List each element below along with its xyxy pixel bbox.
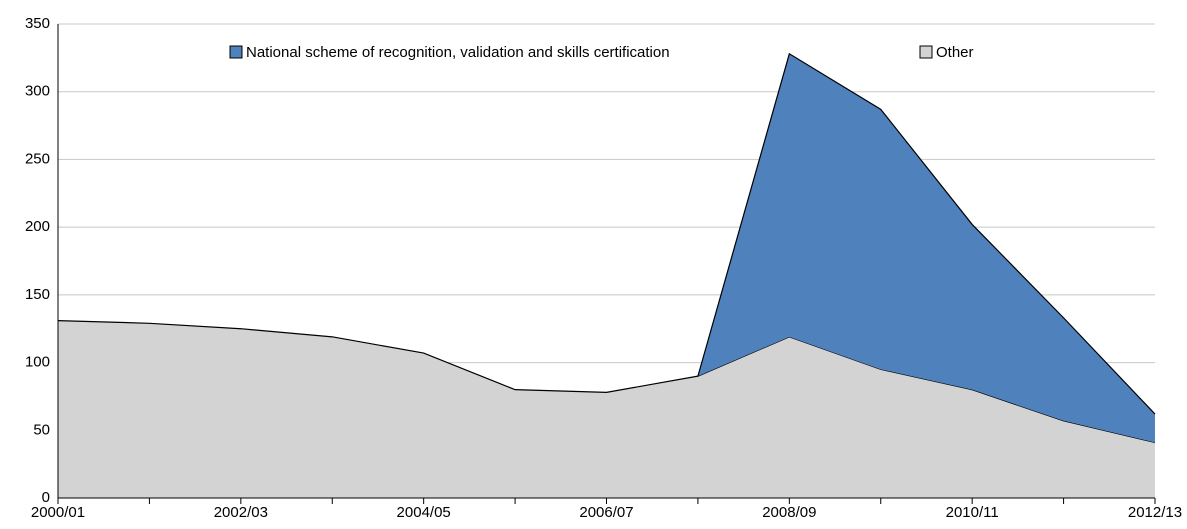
y-tick-label: 50 xyxy=(33,421,50,438)
x-tick-label: 2000/01 xyxy=(31,504,85,521)
y-tick-label: 200 xyxy=(25,218,50,235)
x-tick-label: 2008/09 xyxy=(762,504,816,521)
x-tick-label: 2004/05 xyxy=(397,504,451,521)
y-tick-label: 300 xyxy=(25,83,50,100)
x-tick-label: 2010/11 xyxy=(946,504,999,521)
x-tick-label: 2012/13 xyxy=(1128,504,1182,521)
x-tick-label: 2002/03 xyxy=(214,504,268,521)
y-tick-label: 0 xyxy=(42,489,50,506)
y-tick-label: 100 xyxy=(25,354,50,371)
y-tick-label: 150 xyxy=(25,286,50,303)
y-tick-label: 250 xyxy=(25,150,50,167)
x-tick-label: 2006/07 xyxy=(579,504,633,521)
area-edge xyxy=(697,52,1156,415)
legend-label: Other xyxy=(936,44,974,61)
legend-swatch xyxy=(919,45,933,59)
legend-swatch xyxy=(229,45,243,59)
y-tick-label: 350 xyxy=(25,15,50,32)
area xyxy=(58,320,1155,498)
area xyxy=(697,53,1155,443)
legend-label: National scheme of recognition, validati… xyxy=(246,44,670,61)
